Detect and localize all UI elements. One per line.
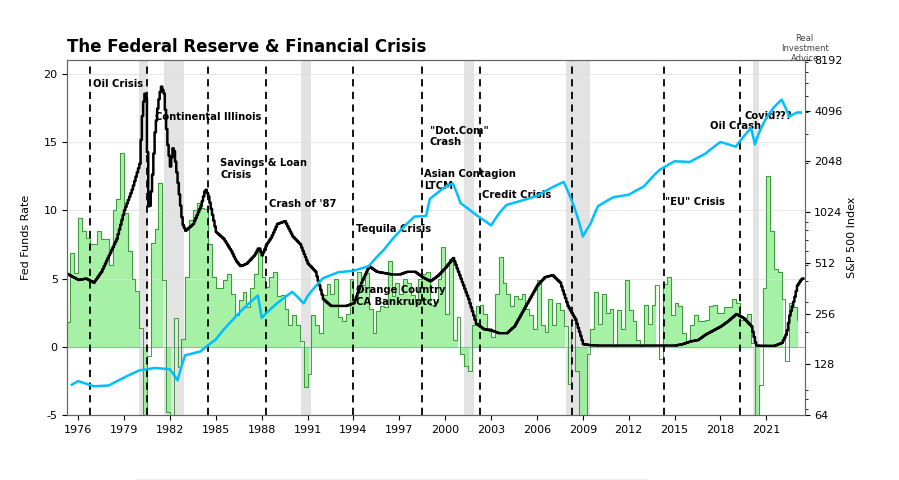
Bar <box>301 60 310 415</box>
Text: Asian Contagion
LTCM: Asian Contagion LTCM <box>423 169 516 191</box>
Bar <box>164 60 183 415</box>
Text: "Dot.Com"
Crash: "Dot.Com" Crash <box>430 126 489 147</box>
Text: Savings & Loan
Crisis: Savings & Loan Crisis <box>220 158 307 180</box>
Y-axis label: S&P 500 Index: S&P 500 Index <box>847 197 857 278</box>
Bar <box>464 60 475 415</box>
Bar <box>752 60 759 415</box>
Text: The Federal Reserve & Financial Crisis: The Federal Reserve & Financial Crisis <box>67 37 427 56</box>
Text: Oil Crisis: Oil Crisis <box>93 79 144 89</box>
Text: Orange Country
CA Bankruptcy: Orange Country CA Bankruptcy <box>357 286 446 307</box>
Text: Real
Investment
Advice: Real Investment Advice <box>780 34 829 63</box>
Text: Covid: Covid <box>745 110 777 120</box>
Text: "EU" Crisis: "EU" Crisis <box>665 197 725 206</box>
Text: Oil Crash: Oil Crash <box>710 121 761 132</box>
Text: Credit Crisis: Credit Crisis <box>482 190 551 200</box>
Bar <box>566 60 591 415</box>
Bar <box>46 60 66 415</box>
Text: Continental Illinois: Continental Illinois <box>155 112 261 122</box>
Bar <box>139 60 148 415</box>
Text: Tequila Crisis: Tequila Crisis <box>357 224 432 234</box>
Y-axis label: Fed Funds Rate: Fed Funds Rate <box>21 195 31 280</box>
Text: Crash of '87: Crash of '87 <box>270 199 337 209</box>
Text: ???: ??? <box>774 110 792 120</box>
